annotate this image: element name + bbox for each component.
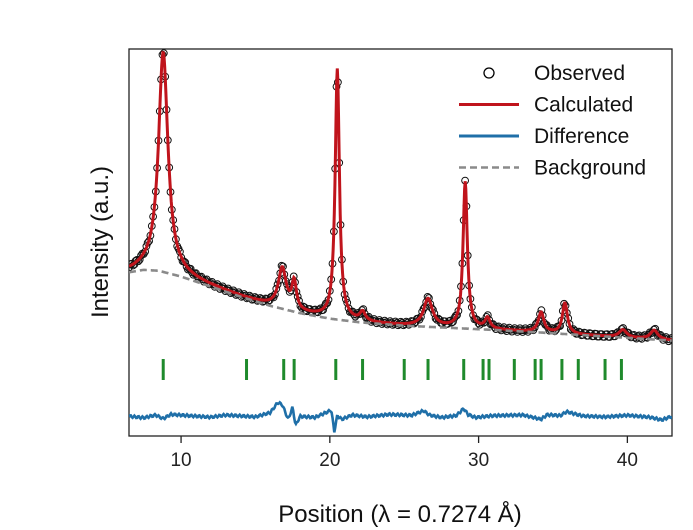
difference-line bbox=[129, 400, 672, 433]
legend-label-calculated: Calculated bbox=[534, 94, 633, 117]
x-axis-title: Position (λ = 0.7274 Å) bbox=[278, 500, 521, 528]
observed-point bbox=[268, 292, 277, 301]
y-axis-title: Intensity (a.u.) bbox=[87, 166, 114, 318]
plot-area bbox=[129, 49, 672, 433]
x-axis-ticks: 10 20 30 40 bbox=[170, 436, 638, 471]
observed-point bbox=[133, 256, 141, 264]
bragg-ticks bbox=[161, 359, 623, 380]
legend-label-difference: Difference bbox=[534, 125, 629, 148]
legend-label-background: Background bbox=[534, 157, 646, 180]
background-line bbox=[129, 268, 672, 342]
legend-symbol-observed bbox=[483, 67, 495, 79]
legend: Observed Calculated Difference Background bbox=[459, 62, 646, 180]
legend-label-observed: Observed bbox=[534, 62, 625, 85]
observed-point bbox=[471, 315, 480, 323]
x-tick-label-10: 10 bbox=[170, 450, 191, 471]
calculated-line bbox=[129, 50, 672, 342]
plot-frame bbox=[128, 48, 673, 437]
x-tick-label-40: 40 bbox=[617, 450, 638, 471]
observed-point bbox=[450, 314, 459, 322]
x-tick-label-30: 30 bbox=[468, 450, 489, 471]
x-tick-label-20: 20 bbox=[319, 450, 340, 471]
